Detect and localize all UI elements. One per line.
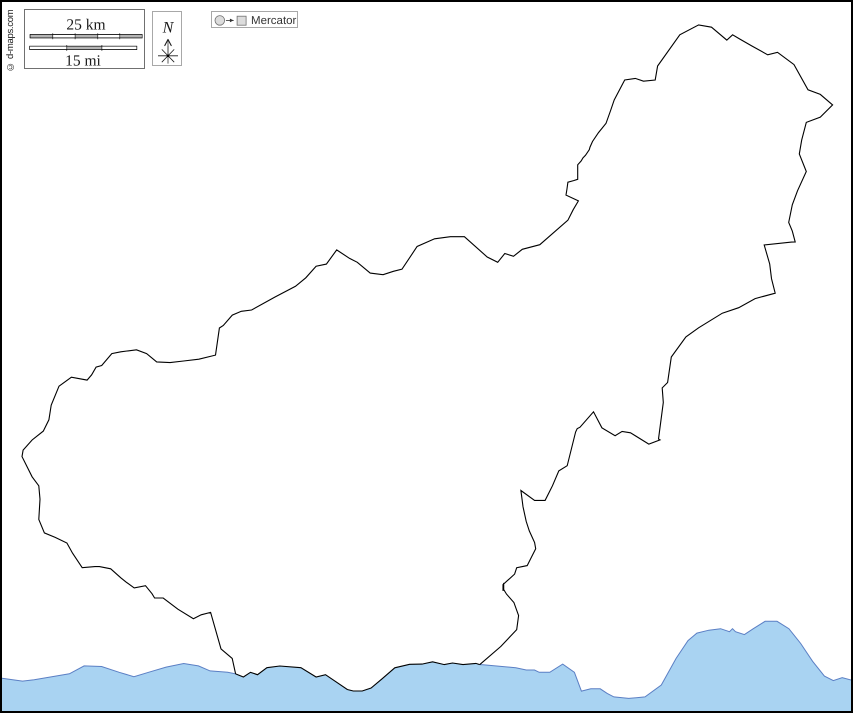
svg-text:15 mi: 15 mi xyxy=(65,53,101,70)
svg-text:25 km: 25 km xyxy=(67,17,106,34)
svg-text:N: N xyxy=(162,19,175,36)
svg-text:Mercator: Mercator xyxy=(251,15,297,27)
